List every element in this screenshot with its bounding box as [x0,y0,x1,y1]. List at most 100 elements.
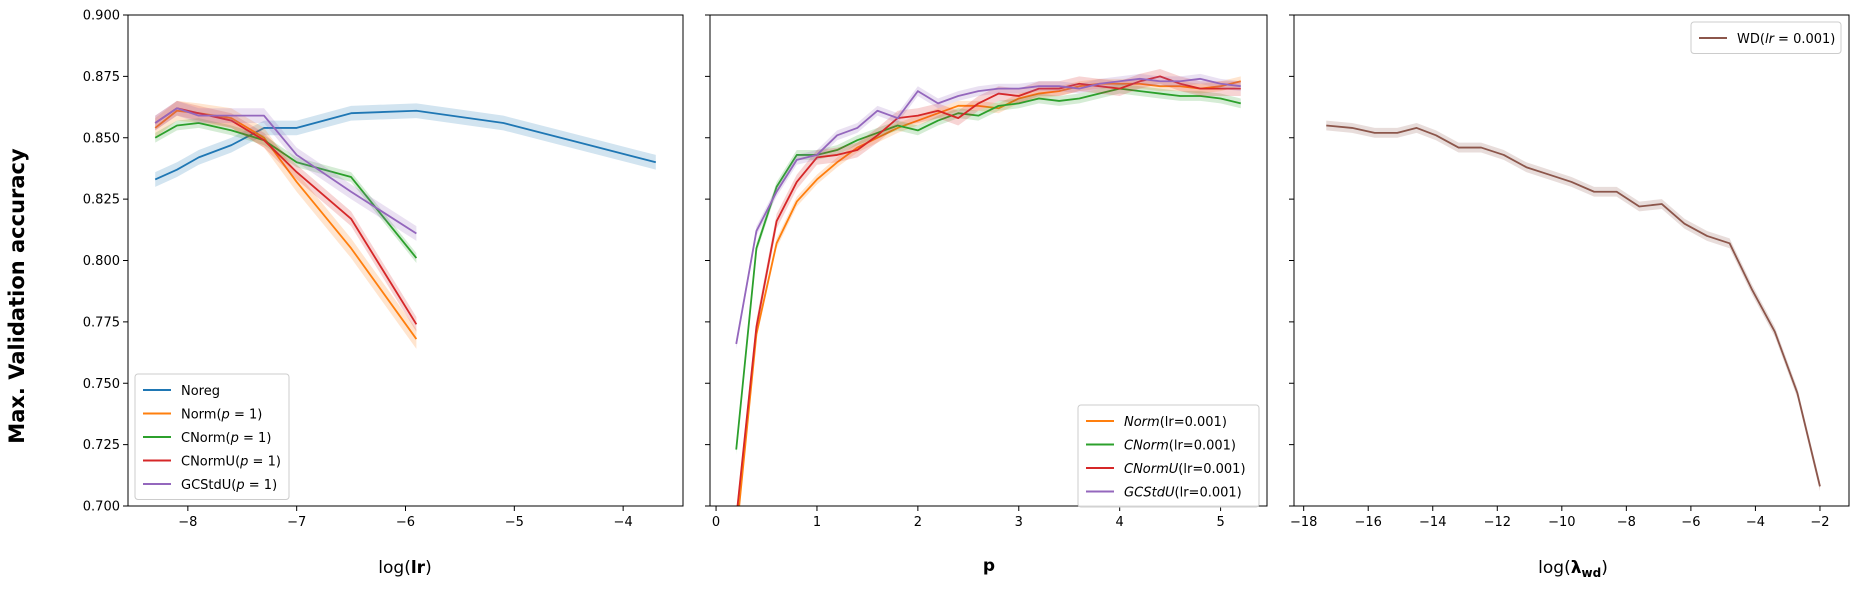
x-tick-label: −16 [1354,515,1381,530]
series-p-3-point [937,102,939,104]
y-tick-label: 0.775 [83,315,120,330]
series-lr-4-point [176,107,178,109]
legend-label: GCStdU(lr=0.001) [1124,486,1242,501]
series-p-2-point [796,181,798,183]
series-wd-0-point [1593,191,1595,193]
series-p-2-point [1118,87,1120,89]
series-wd-0-point [1796,392,1798,394]
series-wd-0-point [1615,191,1617,193]
series-p-3-line [735,77,1241,345]
series-wd-0-point [1570,181,1572,183]
series-lr-0-point [655,161,657,163]
series-p-1-point [917,129,919,131]
series-lr-3-point [415,323,417,325]
series-p-1-point [1240,102,1242,104]
series-lr-0-point [578,141,580,143]
series-lr-1-point [415,338,417,340]
series-p-3-point [796,159,798,161]
legend-lr: Noreg Norm(p = 1) CNorm(p = 1) CNormU(p = 1… [134,373,290,500]
series-p-3-point [775,191,777,193]
series-lr-0-point [230,144,232,146]
legend-label: GCStdU(p = 1) [181,478,277,493]
x-tick-label: −2 [1810,515,1829,530]
legend-frame [1690,21,1842,54]
series-p-1-point [1139,90,1141,92]
series-p-1-point [856,139,858,141]
series-p-1-point [1179,95,1181,97]
legend-label: CNormU(lr=0.001) [1124,462,1246,477]
series-p-3-point [1058,85,1060,87]
series-lr-1-line [154,109,418,340]
series-p-2-point [917,114,919,116]
series-lr-0-point [350,112,352,114]
y-tick-label: 0.825 [83,193,120,208]
series-p-1-point [1219,97,1221,99]
series-p-3-point [1118,80,1120,82]
series-wd-0-point [1525,166,1527,168]
x-tick-label: −18 [1290,515,1317,530]
series-p-3-point [1240,85,1242,87]
x-tick-label: −12 [1484,515,1511,530]
series-p-1-point [997,105,999,107]
series-wd-0-point [1728,242,1730,244]
series-p-0-point [816,178,818,180]
figure-ylabel: Max. Validation accuracy [5,148,29,444]
x-tick-label: −14 [1419,515,1446,530]
series-p-3-point [1018,87,1020,89]
y-tick-label: 0.875 [83,70,120,85]
legend-label: Norm(p = 1) [181,408,262,423]
y-tick-label: 0.700 [83,500,120,515]
legend-wd: WD(lr = 0.001) [1690,21,1842,54]
series-p-1-point [1078,97,1080,99]
x-tick-label: 3 [1015,515,1023,530]
series-wd-0-point [1503,154,1505,156]
series-p-3-point [735,343,737,345]
x-tick-label: 1 [813,515,821,530]
series-p-3-point [1179,80,1181,82]
series-wd-0-point [1661,203,1663,205]
series-lr-0-point [295,127,297,129]
legend-p: Norm(lr=0.001) CNorm(lr=0.001) CNormU(lr=0… [1077,404,1260,508]
series-p-2-point [937,110,939,112]
y-tick-label: 0.900 [83,9,120,24]
panel-lr: log(lr) 0.700 0.725 0.750 0.775 0.800 0.825 0.… [83,9,684,578]
series-lr-2-point [415,257,417,259]
series-lr-0-point [154,178,156,180]
series-lr-0-point [198,156,200,158]
series-lr-2-point [154,137,156,139]
series-wd-0-point [1774,330,1776,332]
series-p-3-point [816,154,818,156]
series-wd-0-point [1435,134,1437,136]
series-lr-2-band [155,118,417,263]
series-p-1-point [937,119,939,121]
series-wd-0-point [1548,173,1550,175]
series-wd-0-point [1683,222,1685,224]
series-p-3-point [977,90,979,92]
series-p-0-line [738,80,1241,506]
series-lr-4-point [295,154,297,156]
series-p-3-point [917,90,919,92]
x-tick-label: −6 [396,515,415,530]
series-wd-0-point [1396,132,1398,134]
series-p-0-point [735,534,737,536]
y-tick-label: 0.850 [83,131,120,146]
series-lr-0-line [154,109,657,181]
series-p-2-line [736,75,1241,506]
series-p-1-point [977,114,979,116]
series-p-0-point [957,105,959,107]
series-lr-2-line [154,122,418,259]
series-lr-3-point [350,218,352,220]
series-wd-0-point [1819,485,1821,487]
x-tick-label: −7 [287,515,306,530]
series-lr-0-band [155,103,656,187]
series-p-2-point [1018,95,1020,97]
series-lr-4-point [415,232,417,234]
series-p-1-point [1058,100,1060,102]
series-p-3-point [1159,80,1161,82]
x-tick-label: 5 [1216,515,1224,530]
series-lr-4-point [198,114,200,116]
series-lr-2-point [350,176,352,178]
series-p-2-point [775,220,777,222]
series-p-3-point [856,127,858,129]
